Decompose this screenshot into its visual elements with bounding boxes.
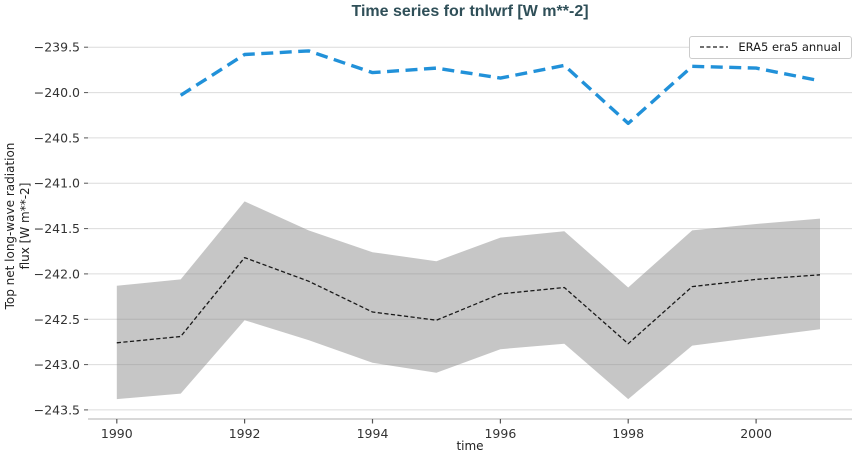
x-tick-label: 1996: [484, 426, 516, 441]
x-axis-label: time: [456, 439, 484, 453]
x-tick-label: 2000: [740, 426, 772, 441]
y-axis-label: Top net long-wave radiation flux [W m**-…: [3, 143, 33, 310]
y-tick-label: −243.0: [34, 357, 80, 372]
y-tick-label: −240.5: [34, 130, 80, 145]
y-tick-label: −242.0: [34, 266, 80, 281]
y-tick-label: −239.5: [34, 40, 80, 55]
y-tick-label: −242.5: [34, 312, 80, 327]
chart-title: Time series for tnlwrf [W m**-2]: [351, 3, 589, 20]
uncertainty-band: [116, 201, 821, 400]
blue-dashed-series-line: [179, 49, 821, 126]
era5-annual-series-line: [116, 256, 821, 345]
y-tick-label: −241.0: [34, 176, 80, 191]
legend-dashed-line-sample: [700, 46, 729, 48]
x-tick-label: 1990: [101, 426, 133, 441]
x-tick-label: 1994: [357, 426, 389, 441]
y-tick-label: −243.5: [34, 402, 80, 417]
x-tick-label: 1992: [229, 426, 261, 441]
y-tick-label: −241.5: [34, 221, 80, 236]
legend-label: ERA5 era5 annual: [738, 40, 841, 54]
y-axis-label-line1: Top net long-wave radiation: [3, 142, 17, 310]
legend: ERA5 era5 annual: [689, 36, 852, 59]
y-axis-label-line2: flux [W m**-2]: [18, 182, 32, 270]
x-tick-label: 1998: [612, 426, 644, 441]
y-tick-label: −240.0: [34, 85, 80, 100]
